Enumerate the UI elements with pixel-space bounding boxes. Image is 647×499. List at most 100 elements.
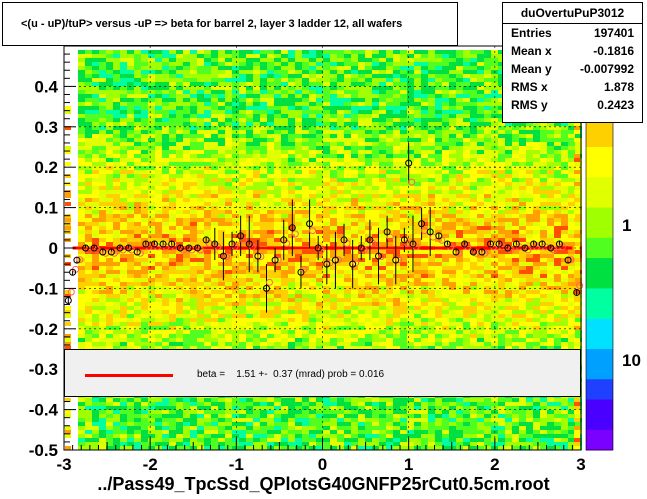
heatmap-cell xyxy=(330,230,337,234)
heatmap-cell xyxy=(239,258,246,262)
heatmap-cell xyxy=(239,418,246,422)
heatmap-cell xyxy=(260,346,267,350)
heatmap-cell xyxy=(232,154,239,158)
heatmap-cell xyxy=(113,190,120,194)
heatmap-cell xyxy=(232,442,239,446)
heatmap-cell xyxy=(337,178,344,182)
heatmap-cell xyxy=(162,218,169,222)
heatmap-cell xyxy=(232,66,239,70)
heatmap-cell xyxy=(400,190,407,194)
heatmap-cell xyxy=(162,278,169,282)
heatmap-cell xyxy=(197,54,204,58)
heatmap-cell xyxy=(92,210,99,214)
heatmap-cell xyxy=(337,154,344,158)
heatmap-cell xyxy=(379,90,386,94)
heatmap-cell xyxy=(148,122,155,126)
heatmap-cell xyxy=(120,438,127,442)
heatmap-cell xyxy=(204,218,211,222)
heatmap-cell xyxy=(316,398,323,402)
heatmap-cell xyxy=(176,274,183,278)
heatmap-cell xyxy=(260,238,267,242)
heatmap-cell xyxy=(323,430,330,434)
heatmap-cell xyxy=(218,70,225,74)
heatmap-cell xyxy=(393,170,400,174)
heatmap-cell xyxy=(197,398,204,402)
heatmap-cell xyxy=(330,286,337,290)
heatmap-cell xyxy=(127,326,134,330)
heatmap-cell xyxy=(127,322,134,326)
heatmap-cell xyxy=(358,190,365,194)
heatmap-cell xyxy=(204,418,211,422)
heatmap-cell xyxy=(337,326,344,330)
heatmap-cell xyxy=(414,54,421,58)
heatmap-cell xyxy=(316,70,323,74)
heatmap-cell xyxy=(379,270,386,274)
heatmap-cell xyxy=(225,74,232,78)
heatmap-cell xyxy=(337,214,344,218)
heatmap-cell xyxy=(169,398,176,402)
heatmap-cell xyxy=(365,418,372,422)
heatmap-cell xyxy=(316,438,323,442)
heatmap-cell xyxy=(162,74,169,78)
heatmap-cell xyxy=(176,414,183,418)
heatmap-cell xyxy=(386,114,393,118)
heatmap-cell xyxy=(120,342,127,346)
heatmap-cell xyxy=(162,334,169,338)
heatmap-cell xyxy=(358,70,365,74)
heatmap-cell xyxy=(330,274,337,278)
heatmap-cell xyxy=(113,130,120,134)
heatmap-cell xyxy=(92,154,99,158)
heatmap-cell xyxy=(141,198,148,202)
heatmap-cell xyxy=(246,82,253,86)
heatmap-cell xyxy=(330,118,337,122)
heatmap-cell xyxy=(288,122,295,126)
heatmap-cell xyxy=(253,258,260,262)
heatmap-cell xyxy=(358,118,365,122)
heatmap-cell xyxy=(323,306,330,310)
heatmap-cell xyxy=(393,90,400,94)
heatmap-cell xyxy=(218,98,225,102)
heatmap-cell xyxy=(393,402,400,406)
heatmap-cell xyxy=(225,310,232,314)
heatmap-cell xyxy=(309,306,316,310)
heatmap-cell xyxy=(274,418,281,422)
heatmap-cell xyxy=(183,162,190,166)
heatmap-cell xyxy=(197,294,204,298)
heatmap-cell xyxy=(113,314,120,318)
heatmap-cell xyxy=(407,130,414,134)
heatmap-cell xyxy=(281,418,288,422)
heatmap-cell xyxy=(344,266,351,270)
heatmap-cell xyxy=(288,286,295,290)
heatmap-cell xyxy=(127,446,134,450)
heatmap-cell xyxy=(302,238,309,242)
heatmap-cell xyxy=(239,422,246,426)
heatmap-cell xyxy=(218,298,225,302)
heatmap-cell xyxy=(386,226,393,230)
heatmap-cell xyxy=(407,198,414,202)
heatmap-cell xyxy=(232,182,239,186)
heatmap-cell xyxy=(176,422,183,426)
heatmap-cell xyxy=(197,330,204,334)
heatmap-cell xyxy=(148,442,155,446)
heatmap-cell xyxy=(414,90,421,94)
heatmap-cell xyxy=(351,122,358,126)
heatmap-cell xyxy=(211,298,218,302)
heatmap-cell xyxy=(246,70,253,74)
heatmap-cell xyxy=(386,154,393,158)
heatmap-cell xyxy=(141,134,148,138)
heatmap-cell xyxy=(414,402,421,406)
heatmap-cell xyxy=(365,430,372,434)
heatmap-cell xyxy=(92,94,99,98)
heatmap-cell xyxy=(337,314,344,318)
heatmap-cell xyxy=(323,138,330,142)
heatmap-cell xyxy=(106,266,113,270)
heatmap-cell xyxy=(337,278,344,282)
heatmap-cell xyxy=(267,118,274,122)
heatmap-cell xyxy=(232,54,239,58)
heatmap-cell xyxy=(127,210,134,214)
heatmap-cell xyxy=(239,210,246,214)
heatmap-cell xyxy=(113,278,120,282)
heatmap-cell xyxy=(155,278,162,282)
heatmap-cell xyxy=(134,426,141,430)
heatmap-cell xyxy=(260,278,267,282)
